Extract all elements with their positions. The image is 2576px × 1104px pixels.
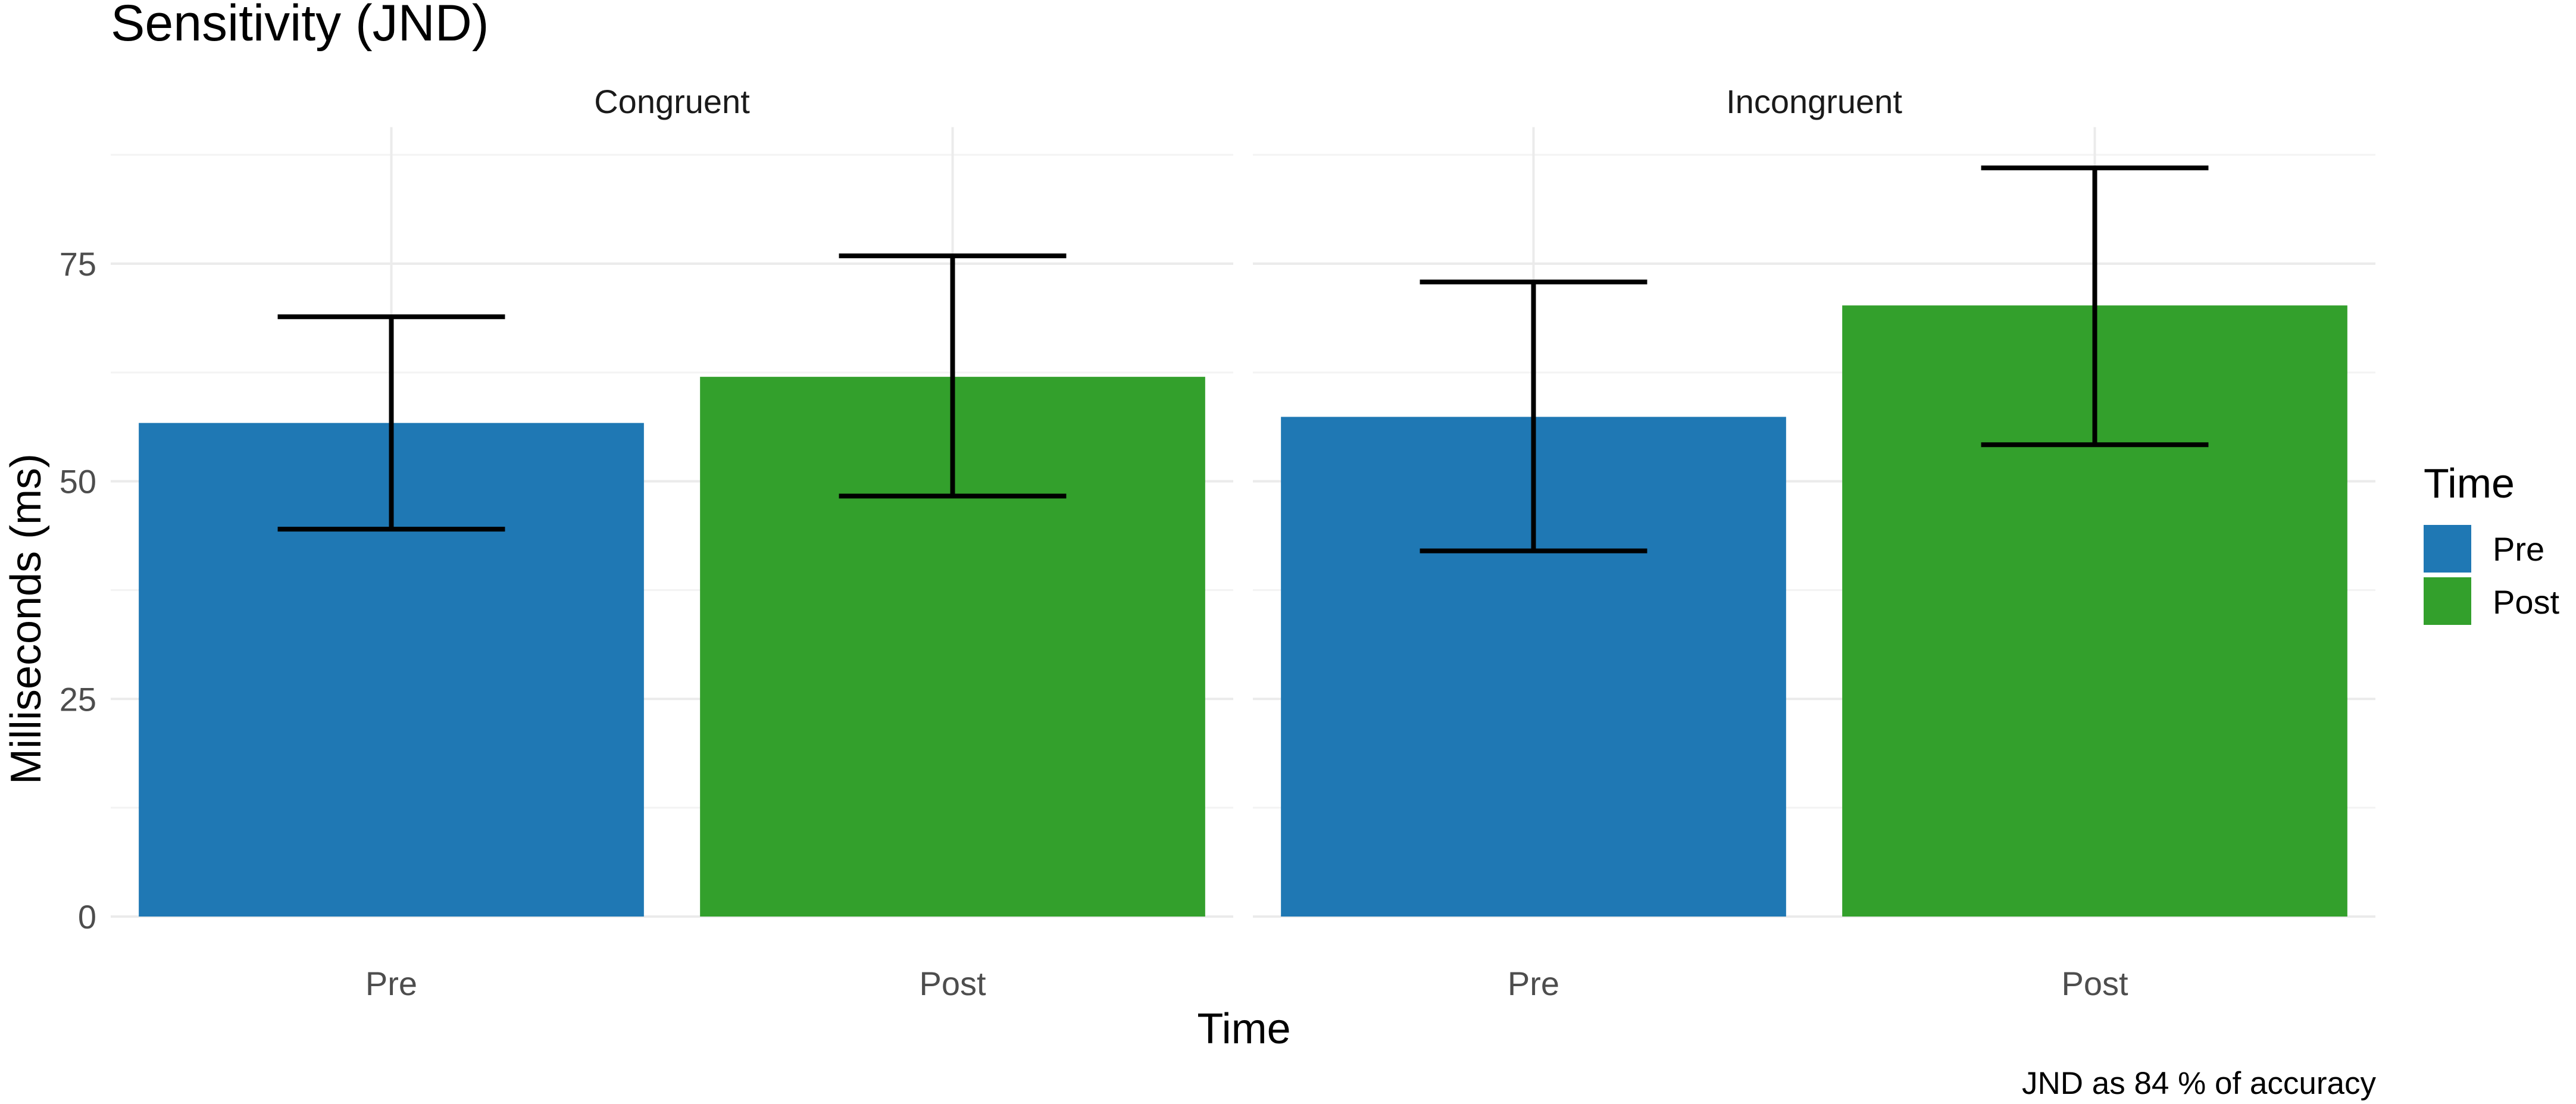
y-axis-title: Milliseconds (ms) — [2, 454, 50, 784]
panel-congruent: Congruent Pre Post — [111, 83, 1233, 1002]
chart-title: Sensitivity (JND) — [111, 0, 489, 52]
panel-incongruent: Incongruent Pre Post — [1253, 83, 2375, 1002]
y-tick-label: 25 — [60, 680, 96, 718]
error-bar — [839, 253, 1067, 499]
chart-caption: JND as 84 % of accuracy — [2022, 1066, 2377, 1101]
legend-title: Time — [2424, 460, 2515, 506]
x-tick-label: Post — [919, 965, 986, 1002]
x-tick-label: Pre — [365, 965, 417, 1002]
error-bar — [277, 314, 505, 532]
y-tick-label: 75 — [60, 245, 96, 283]
legend: Time Pre Post — [2424, 460, 2559, 625]
y-tick-label: 0 — [78, 898, 96, 936]
facet-panels: Congruent Pre Post Incongruent Pre Post — [111, 83, 2375, 1002]
y-tick-label: 50 — [60, 463, 96, 501]
legend-label-pre: Pre — [2493, 530, 2544, 568]
legend-label-post: Post — [2493, 583, 2559, 621]
facet-label: Congruent — [594, 83, 750, 120]
x-tick-label: Post — [2061, 965, 2128, 1002]
error-bar — [1981, 165, 2209, 448]
x-axis-title: Time — [1197, 1005, 1290, 1053]
facet-label: Incongruent — [1726, 83, 1902, 120]
y-axis-ticks: 0 25 50 75 — [60, 245, 96, 936]
x-tick-label: Pre — [1508, 965, 1559, 1002]
error-bar — [1420, 279, 1647, 553]
legend-swatch-pre — [2424, 525, 2471, 573]
legend-swatch-post — [2424, 577, 2471, 625]
